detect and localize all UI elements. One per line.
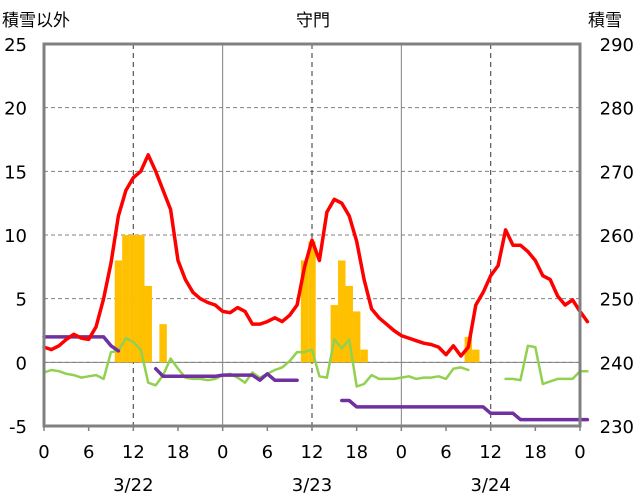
snowfall-bar [114,260,123,363]
snowfall-bar [300,260,309,363]
x-tick-label: 6 [262,442,273,463]
snowfall-bar [360,349,368,363]
y-left-tick-label: 25 [4,35,27,56]
tick-layer: 25 20 15 10 5 0 -5 290 280 270 260 250 240 230 0 6 12 18 0… [4,35,634,496]
green-series-line [504,344,589,386]
x-tick-label: 18 [345,442,368,463]
x-tick-label: 12 [301,442,324,463]
y-right-tick-label: 270 [600,162,634,183]
y-right-tick-label: 280 [600,99,634,120]
y-right-tick-label: 290 [600,35,634,56]
snowfall-bar [345,285,353,363]
left-axis-title: 積雪以外 [2,11,70,31]
line-layer [42,153,590,422]
temperature-line [42,153,590,358]
x-tick-label: 6 [83,442,94,463]
snowfall-bar [472,349,480,363]
y-left-tick-label: 5 [16,290,27,311]
snowfall-bar [338,260,346,363]
purple-series-line [42,335,121,353]
y-left-tick-label: 20 [4,99,27,120]
x-tick-label: 0 [217,442,228,463]
y-left-tick-label: 10 [4,226,27,247]
y-right-tick-label: 250 [600,290,634,311]
y-left-tick-label: 15 [4,162,27,183]
x-tick-label: 0 [396,442,407,463]
chart-title: 守門 [296,11,330,31]
snowfall-bar [330,305,339,363]
x-tick-label: 18 [167,442,190,463]
snowfall-bar [122,235,130,363]
snowfall-bar [308,241,316,363]
snowfall-bar [352,311,361,363]
date-label: 3/24 [470,475,510,496]
y-right-tick-label: 230 [600,417,634,438]
snowfall-bar [159,324,167,363]
snowfall-bar [129,235,138,363]
right-axis-title: 積雪 [588,11,622,31]
x-tick-label: 6 [440,442,451,463]
snowfall-bar [144,285,152,363]
plot-frame [42,42,582,428]
purple-series-line [153,366,299,382]
snowfall-bar [137,235,145,363]
y-right-tick-label: 240 [600,353,634,374]
y-right-tick-label: 260 [600,226,634,247]
green-series-line [42,336,470,388]
x-tick-label: 0 [38,442,49,463]
purple-series-line [340,398,590,422]
x-tick-label: 18 [524,442,547,463]
y-left-tick-label: -5 [9,417,27,438]
y-left-tick-label: 0 [16,353,27,374]
date-label: 3/22 [113,475,153,496]
x-tick-label: 0 [574,442,585,463]
x-tick-label: 12 [479,442,502,463]
x-tick-label: 12 [122,442,145,463]
date-label: 3/23 [292,475,332,496]
